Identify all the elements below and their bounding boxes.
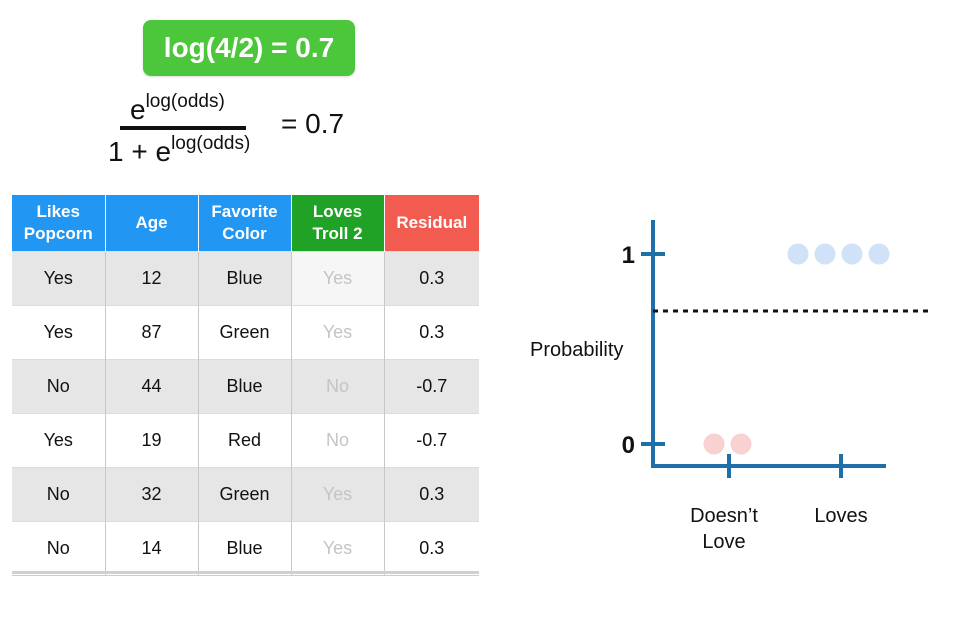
table-row: No 44 Blue No -0.7 xyxy=(12,359,479,414)
cell-age: 12 xyxy=(105,251,199,306)
cell-loves-troll-2: Yes xyxy=(291,305,385,360)
cell-likes-popcorn: Yes xyxy=(12,413,106,468)
data-point xyxy=(787,243,809,265)
cell-loves-troll-2: Yes xyxy=(291,521,385,576)
data-point xyxy=(814,243,836,265)
cell-age: 87 xyxy=(105,305,199,360)
x-tick-label: Doesn’t Love xyxy=(690,505,758,553)
cell-favorite-color: Blue xyxy=(198,251,292,306)
y-axis-label: Probability xyxy=(530,339,623,361)
x-ticks: Doesn’t Love Loves xyxy=(690,454,868,553)
header-loves-troll-2: Loves Troll 2 xyxy=(291,195,385,252)
header-line: Favorite xyxy=(211,202,278,221)
y-tick-label: 1 xyxy=(622,242,635,269)
y-tick-label: 0 xyxy=(622,432,635,459)
x-tick-label: Loves xyxy=(814,505,867,527)
table-row: Yes 87 Green Yes 0.3 xyxy=(12,305,479,360)
denominator-prefix: 1 + e xyxy=(108,136,172,167)
y-ticks: 01 xyxy=(622,242,665,459)
equation-denominator: 1 + elog(odds) xyxy=(108,133,251,168)
header-residual: Residual xyxy=(384,195,479,252)
header-age: Age xyxy=(105,195,199,252)
data-point xyxy=(841,243,863,265)
header-line: Popcorn xyxy=(23,224,93,243)
header-line: Troll 2 xyxy=(312,224,363,243)
table-shadow xyxy=(12,571,479,574)
cell-likes-popcorn: No xyxy=(12,521,106,576)
table-header-row: Likes Popcorn Age Favorite Color Loves Trol… xyxy=(12,195,479,252)
cell-age: 32 xyxy=(105,467,199,522)
cell-loves-troll-2: No xyxy=(291,359,385,414)
data-point xyxy=(703,433,725,455)
header-line: Likes xyxy=(36,202,80,221)
numerator-base: e xyxy=(130,94,146,125)
header-line: Loves xyxy=(312,202,363,221)
denominator-exponent: log(odds) xyxy=(171,133,251,154)
header-line: Color xyxy=(222,224,267,243)
data-point xyxy=(730,433,752,455)
header-line: Residual xyxy=(396,213,468,232)
equation-result: = 0.7 xyxy=(281,108,345,139)
cell-age: 14 xyxy=(105,521,199,576)
header-favorite-color: Favorite Color xyxy=(198,195,292,252)
header-line: Age xyxy=(135,213,168,232)
cell-loves-troll-2: Yes xyxy=(291,467,385,522)
cell-favorite-color: Green xyxy=(198,305,292,360)
table-row: Yes 19 Red No -0.7 xyxy=(12,413,479,468)
cell-likes-popcorn: No xyxy=(12,359,106,414)
data-point xyxy=(868,243,890,265)
cell-favorite-color: Blue xyxy=(198,521,292,576)
header-likes-popcorn: Likes Popcorn xyxy=(12,195,106,252)
data-points xyxy=(703,243,890,455)
cell-favorite-color: Green xyxy=(198,467,292,522)
cell-likes-popcorn: Yes xyxy=(12,305,106,360)
data-table: Likes Popcorn Age Favorite Color Loves Trol… xyxy=(12,195,479,576)
table-row: No 32 Green Yes 0.3 xyxy=(12,467,479,522)
logistic-equation: elog(odds) 1 + elog(odds) = 0.7 xyxy=(100,86,400,176)
cell-likes-popcorn: No xyxy=(12,467,106,522)
table-row: Yes 12 Blue Yes 0.3 xyxy=(12,251,479,306)
fraction-bar xyxy=(120,126,246,130)
equation-numerator: elog(odds) xyxy=(130,91,225,126)
cell-residual: 0.3 xyxy=(384,521,479,576)
cell-residual: 0.3 xyxy=(384,467,479,522)
table-row: No 14 Blue Yes 0.3 xyxy=(12,521,479,576)
cell-residual: 0.3 xyxy=(384,251,479,306)
cell-residual: -0.7 xyxy=(384,359,479,414)
cell-favorite-color: Red xyxy=(198,413,292,468)
log-odds-badge: log(4/2) = 0.7 xyxy=(143,20,355,76)
cell-age: 19 xyxy=(105,413,199,468)
cell-age: 44 xyxy=(105,359,199,414)
cell-residual: -0.7 xyxy=(384,413,479,468)
cell-favorite-color: Blue xyxy=(198,359,292,414)
cell-loves-troll-2: Yes xyxy=(291,251,385,306)
numerator-exponent: log(odds) xyxy=(145,91,225,112)
cell-likes-popcorn: Yes xyxy=(12,251,106,306)
cell-loves-troll-2: No xyxy=(291,413,385,468)
cell-residual: 0.3 xyxy=(384,305,479,360)
